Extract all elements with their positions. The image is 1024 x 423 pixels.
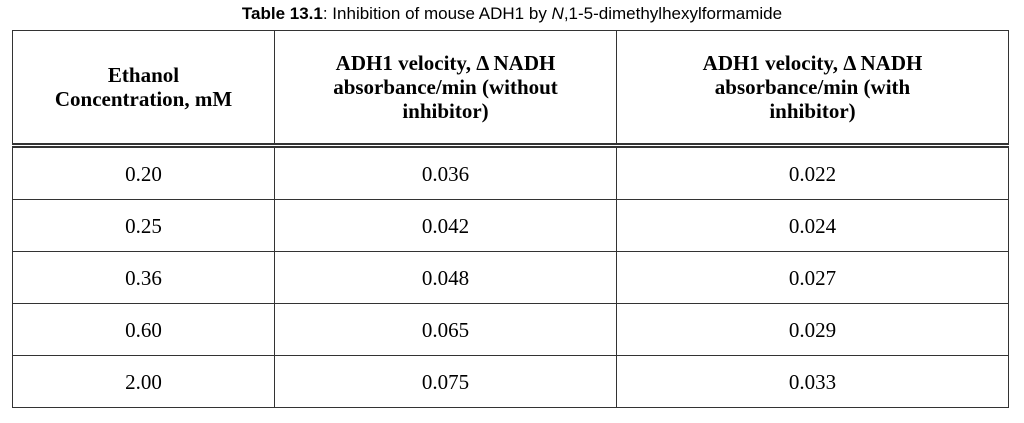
- cell-velocity-with-inhibitor: 0.027: [616, 251, 1009, 304]
- header-velocity-with-inhibitor: ADH1 velocity, Δ NADH absorbance/min (wi…: [616, 30, 1009, 148]
- table-row: 2.00 0.075 0.033: [12, 355, 1009, 408]
- cell-ethanol-concentration: 2.00: [12, 355, 275, 408]
- table-caption-text-before: : Inhibition of mouse ADH1 by: [322, 4, 552, 23]
- table-row: 0.20 0.036 0.022: [12, 145, 1009, 200]
- header-line: absorbance/min (with: [714, 75, 911, 99]
- cell-velocity-without-inhibitor: 0.036: [274, 145, 617, 200]
- cell-velocity-with-inhibitor: 0.024: [616, 199, 1009, 252]
- cell-ethanol-concentration: 0.60: [12, 303, 275, 356]
- table-caption-italic: N: [551, 4, 564, 23]
- table-caption-label: Table 13.1: [241, 4, 323, 23]
- header-line: Ethanol: [107, 63, 180, 87]
- table-row: 0.25 0.042 0.024: [12, 199, 1009, 252]
- cell-velocity-with-inhibitor: 0.022: [616, 145, 1009, 200]
- cell-ethanol-concentration: 0.36: [12, 251, 275, 304]
- table-caption: Table 13.1: Inhibition of mouse ADH1 by …: [0, 3, 1024, 25]
- table-row: 0.60 0.065 0.029: [12, 303, 1009, 356]
- header-line: inhibitor): [769, 99, 856, 123]
- header-line: inhibitor): [402, 99, 489, 123]
- inhibition-data-table: Ethanol Concentration, mM ADH1 velocity,…: [12, 30, 1009, 408]
- header-line: absorbance/min (without: [333, 75, 558, 99]
- cell-ethanol-concentration: 0.20: [12, 145, 275, 200]
- cell-velocity-without-inhibitor: 0.048: [274, 251, 617, 304]
- cell-velocity-without-inhibitor: 0.042: [274, 199, 617, 252]
- cell-velocity-without-inhibitor: 0.065: [274, 303, 617, 356]
- header-ethanol-concentration: Ethanol Concentration, mM: [12, 30, 275, 148]
- header-line: ADH1 velocity, Δ NADH: [335, 51, 556, 75]
- table-row: 0.36 0.048 0.027: [12, 251, 1009, 304]
- header-line: Concentration, mM: [54, 87, 233, 111]
- cell-velocity-without-inhibitor: 0.075: [274, 355, 617, 408]
- table-caption-text-after: ,1-5-dimethylhexylformamide: [563, 4, 783, 23]
- cell-ethanol-concentration: 0.25: [12, 199, 275, 252]
- header-velocity-without-inhibitor: ADH1 velocity, Δ NADH absorbance/min (wi…: [274, 30, 617, 148]
- table-header-row: Ethanol Concentration, mM ADH1 velocity,…: [12, 30, 1009, 148]
- cell-velocity-with-inhibitor: 0.033: [616, 355, 1009, 408]
- cell-velocity-with-inhibitor: 0.029: [616, 303, 1009, 356]
- header-line: ADH1 velocity, Δ NADH: [702, 51, 923, 75]
